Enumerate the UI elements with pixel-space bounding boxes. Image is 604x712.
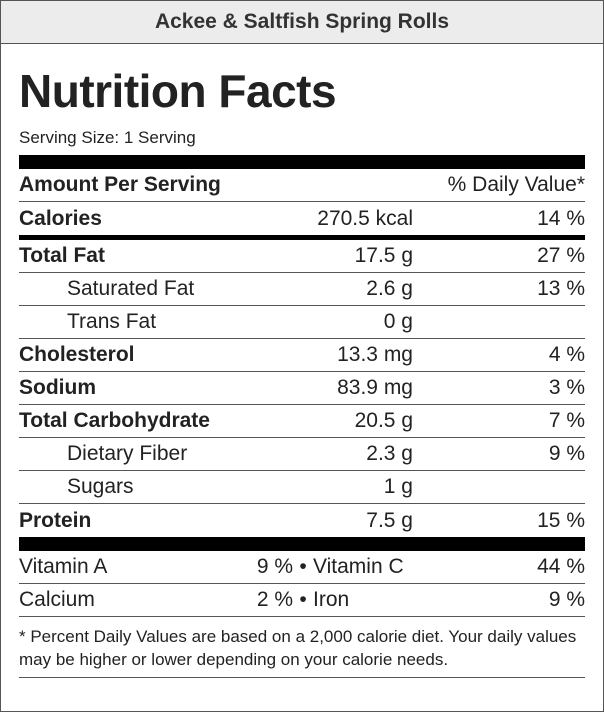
nutrient-dv: 7 %	[548, 409, 585, 432]
nutrient-row-sodium: Sodium 83.9 mg 3 %	[19, 372, 585, 405]
amount-header-row: Amount Per Serving % Daily Value*	[19, 169, 585, 202]
nutrient-dv: 13 %	[537, 277, 585, 300]
nutrient-label: Total Carbohydrate	[19, 409, 210, 432]
nutrient-dv: 3 %	[548, 376, 585, 399]
amount-per-serving-label: Amount Per Serving	[19, 173, 221, 196]
nutrient-row-saturated-fat: Saturated Fat 2.6 g 13 %	[19, 273, 585, 306]
calories-amount: 270.5 kcal	[317, 206, 413, 230]
thick-divider	[19, 155, 585, 169]
nutrient-dv: 15 %	[537, 508, 585, 532]
nutrient-amount: 17.5 g	[354, 244, 413, 267]
nutrient-label: Protein	[19, 508, 92, 532]
bullet-separator: •	[299, 555, 307, 578]
vitamin-left-label: Calcium	[19, 588, 95, 611]
vitamin-right-value: 9 %	[548, 588, 585, 611]
vitamin-row: Calcium 2 % • Iron 9 %	[19, 584, 585, 617]
nutrient-dv: 9 %	[548, 442, 585, 465]
nutrient-label: Saturated Fat	[67, 277, 195, 300]
nutrient-amount: 7.5 g	[366, 508, 413, 532]
label-body: Nutrition Facts Serving Size: 1 Serving …	[1, 64, 603, 678]
vitamin-left-value: 2 %	[256, 588, 293, 611]
vitamin-left-value: 9 %	[256, 555, 293, 578]
nutrient-label: Trans Fat	[67, 310, 157, 333]
nutrient-amount: 20.5 g	[354, 409, 413, 432]
nutrient-label: Sodium	[19, 376, 96, 399]
nutrient-row-protein: Protein 7.5 g 15 %	[19, 504, 585, 537]
nutrient-amount: 2.6 g	[366, 277, 413, 300]
nutrient-label: Cholesterol	[19, 343, 135, 366]
calories-label: Calories	[19, 206, 102, 230]
medium-divider	[19, 235, 585, 240]
nutrient-amount: 83.9 mg	[337, 376, 413, 399]
nutrient-amount: 0 g	[383, 310, 413, 333]
nutrient-row-trans-fat: Trans Fat 0 g	[19, 306, 585, 339]
vitamin-right-label: Vitamin C	[313, 555, 404, 578]
nutrient-label: Total Fat	[19, 244, 105, 267]
vitamin-row: Vitamin A 9 % • Vitamin C 44 %	[19, 551, 585, 584]
vitamin-right-label: Iron	[313, 588, 350, 611]
calories-dv: 14 %	[537, 206, 585, 230]
nutrient-row-sugars: Sugars 1 g	[19, 471, 585, 504]
thick-divider	[19, 537, 585, 551]
nutrient-label: Dietary Fiber	[67, 442, 188, 465]
nutrient-dv: 27 %	[537, 244, 585, 267]
nutrient-amount: 13.3 mg	[337, 343, 413, 366]
nutrition-facts-heading: Nutrition Facts	[19, 65, 337, 117]
nutrient-label: Sugars	[67, 475, 134, 498]
nutrient-row-total-carbohydrate: Total Carbohydrate 20.5 g 7 %	[19, 405, 585, 438]
bullet-separator: •	[299, 588, 307, 611]
nutrient-row-dietary-fiber: Dietary Fiber 2.3 g 9 %	[19, 438, 585, 471]
daily-value-footnote: * Percent Daily Values are based on a 2,…	[19, 617, 585, 678]
recipe-title: Ackee & Saltfish Spring Rolls	[1, 1, 603, 44]
nutrient-amount: 1 g	[383, 475, 413, 498]
vitamin-left-label: Vitamin A	[19, 555, 108, 578]
nutrient-row-cholesterol: Cholesterol 13.3 mg 4 %	[19, 339, 585, 372]
vitamin-right-value: 44 %	[537, 555, 585, 578]
nutrient-row-total-fat: Total Fat 17.5 g 27 %	[19, 240, 585, 273]
nutrient-amount: 2.3 g	[366, 442, 413, 465]
calories-row: Calories 270.5 kcal 14 %	[19, 202, 585, 235]
serving-size: Serving Size: 1 Serving	[19, 128, 196, 147]
nutrient-dv: 4 %	[548, 343, 585, 366]
daily-value-header: % Daily Value*	[447, 173, 585, 196]
